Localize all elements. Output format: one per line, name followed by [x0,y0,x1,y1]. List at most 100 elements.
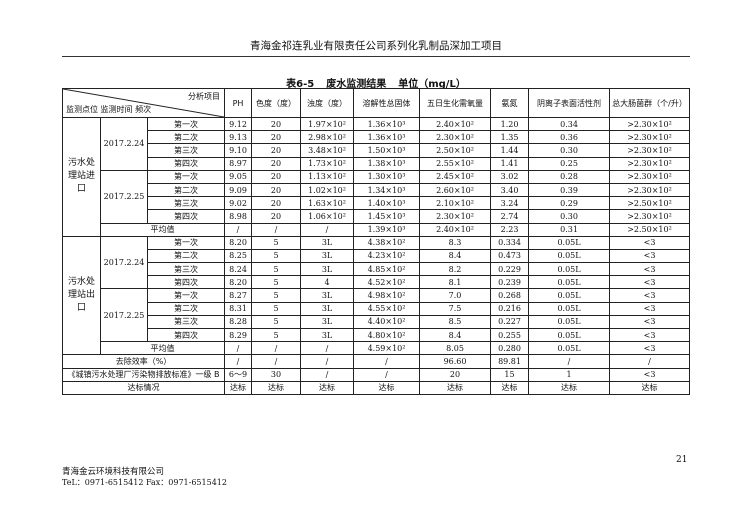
value-cell: 3.40 [490,182,530,198]
value-cell: 9.02 [224,196,253,211]
table-row: 第四次 8.97 20 1.73×10² 1.38×10³ 2.55×10² 1.41 0.2… [63,156,691,171]
date-cell: 2017.2.24 [100,235,148,290]
date-cell: 2017.2.24 [100,117,148,171]
average-row: 平均值 / //1.39×10³ 2.40×10² 2.23 0.31 >2.50×10² [63,222,691,237]
value-cell: 30 [251,367,302,382]
table-title: 表6-5 废水监测结果 单位（mg/L） [62,75,690,90]
value-cell: 9.05 [224,169,253,184]
value-cell: >2.30×10² [609,116,691,132]
value-cell: 2.98×10² [300,130,355,145]
average-label: 平均值 [99,341,226,356]
value-cell: 4.59×10² [353,341,421,356]
value-cell: 4.55×10² [353,301,421,316]
value-cell: 5 [251,288,302,303]
value-cell: 1.45×10³ [353,209,421,224]
value-cell: 9.12 [224,116,253,132]
value-cell: 0.34 [528,116,611,132]
value-cell: 2.50×10² [419,143,492,158]
value-cell: 达标 [609,380,691,395]
value-cell: 1.41 [490,156,530,171]
value-cell: 1.06×10² [300,209,355,224]
value-cell: 0.30 [528,143,611,158]
value-cell: <3 [609,262,691,277]
value-cell: / [353,354,421,369]
summary-label: 达标情况 [61,380,226,395]
value-cell: 5 [251,327,302,343]
value-cell: >2.30×10² [609,130,691,145]
value-cell: 达标 [224,380,253,395]
value-cell: 3L [300,314,355,330]
table-row: 2017.2.25 第一次 8.27 5 3L 4.98×10² 7.0 0.268 0.05L… [63,288,691,343]
value-cell: >2.30×10² [609,143,691,158]
value-cell: 8.25 [224,248,253,264]
value-cell: 2.23 [490,222,530,237]
table-row: 第四次 8.29 5 3L 4.80×10² 8.4 0.255 0.05L <3 [63,327,691,343]
value-cell: 0.255 [490,327,530,343]
frequency-cell: 第四次 [146,327,226,343]
value-cell: 8.27 [224,288,253,303]
frequency-cell: 第一次 [146,116,226,132]
value-cell: 1.36×10³ [353,116,421,132]
summary-row: 去除效率（%） / / //96.60 89.81// [61,354,691,369]
value-cell: / [300,222,355,237]
value-cell: 96.60 [419,354,492,369]
value-cell: / [353,367,421,382]
value-cell: 0.268 [490,288,530,303]
value-cell: 0.05L [528,288,611,303]
table-row: 第四次 8.98 20 1.06×10² 1.45×10³ 2.30×10² 2.74 0.3… [63,209,691,224]
table-row: 第三次 8.24 5 3L 4.85×10² 8.2 0.229 0.05L <3 [63,262,691,277]
summary-row: 《城镇污水处理厂污染物排放标准》一级 B 6～9 30//20 15 1 <3 [61,367,691,382]
summary-label: 去除效率（%） [61,354,226,369]
value-cell: / [251,222,302,237]
page-header-title: 青海金祁连乳业有限责任公司系列化乳制品深加工项目 [250,40,502,52]
value-cell: 8.24 [224,262,253,277]
value-cell: / [224,222,253,237]
header-divider [62,56,690,57]
value-cell: 1.13×10² [300,169,355,184]
value-cell: 8.3 [419,235,492,250]
table-unit: 单位（mg/L） [398,79,466,90]
table-row: 第三次 9.10 20 3.48×10² 1.50×10³ 2.50×10² 1.44 0.3… [63,143,691,158]
value-cell: >2.30×10² [609,169,691,184]
value-cell: 1.50×10³ [353,143,421,158]
value-cell: 5 [251,248,302,264]
value-cell: / [251,341,302,356]
value-cell: 89.81 [490,354,530,369]
value-cell: 5 [251,314,302,330]
table-header-row: 分析项目 监测点位 监测时间 频次 PH 色度（度） 浊度（度） 溶解性总固体 五日生化需氧… [61,88,691,118]
value-cell: 8.31 [224,301,253,316]
value-cell: 0.36 [528,130,611,145]
value-cell: 2.40×10² [419,116,492,132]
value-cell: 3.02 [490,169,530,184]
table-row: 第四次 8.20 5 4 4.52×10² 8.1 0.239 0.05L <3 [63,275,691,290]
page-number: 21 [676,455,688,465]
value-cell: 0.30 [528,209,611,224]
value-cell: 达标 [419,380,492,395]
value-cell: <3 [609,248,691,264]
value-cell: 0.05L [528,301,611,316]
frequency-cell: 第二次 [146,130,226,145]
value-cell: 0.239 [490,275,530,290]
summary-row: 达标情况 达标 达标 达标 达标 达标 达标 达标 达标 [61,380,691,395]
value-cell: 3L [300,235,355,250]
value-cell: 3L [300,301,355,316]
value-cell: >2.50×10² [609,196,691,211]
frequency-cell: 第二次 [146,301,226,316]
value-cell: 8.98 [224,209,253,224]
value-cell: 8.20 [224,275,253,290]
value-cell: 达标 [353,380,421,395]
column-header: 五日生化需氧量 [419,88,492,118]
column-header: 阴离子表面活性剂 [528,88,611,118]
value-cell: 8.29 [224,327,253,343]
frequency-cell: 第四次 [146,209,226,224]
value-cell: 0.227 [490,314,530,330]
value-cell: 1.38×10³ [353,156,421,171]
column-header: 色度（度） [251,88,302,118]
value-cell: 8.28 [224,314,253,330]
column-header: 溶解性总固体 [353,88,421,118]
value-cell: 0.29 [528,196,611,211]
value-cell: 达标 [251,380,302,395]
value-cell: 6～9 [224,367,253,382]
value-cell: 0.28 [528,169,611,184]
value-cell: 4 [300,275,355,290]
